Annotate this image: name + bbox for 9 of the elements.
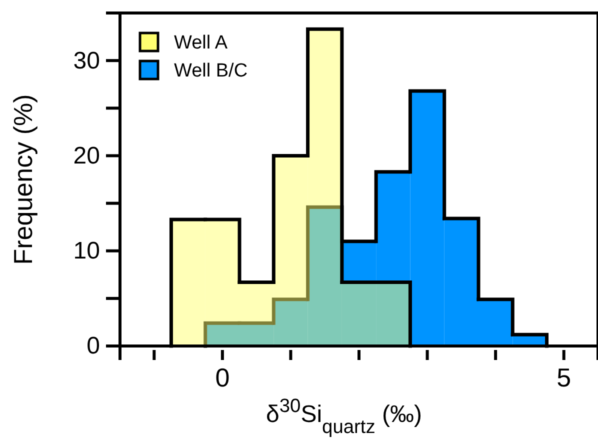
y-tick-label: 20 <box>73 142 100 170</box>
y-tick-label: 30 <box>73 47 100 74</box>
y-tick-label: 0 <box>86 332 100 360</box>
x-tick-label: 5 <box>556 362 572 392</box>
legend-label: Well A <box>174 32 228 54</box>
y-tick-label: 10 <box>73 238 100 265</box>
x-axis-title: δ$^{30}$Si$_{quartz}$ (‰) <box>266 396 422 438</box>
legend-label: Well B/C <box>174 60 248 82</box>
y-axis-title: Frequency (%) <box>8 94 38 265</box>
